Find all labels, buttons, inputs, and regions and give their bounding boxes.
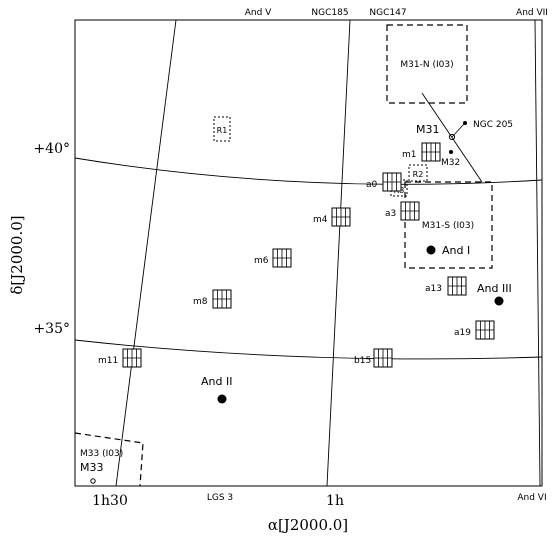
field-m6-label: m6 [254,256,269,266]
box-r1-outline [213,116,231,142]
dec-tick-40: +40° [33,141,70,157]
label-m31: M31 [416,123,440,136]
label-and-i: And I [442,244,470,257]
field-a0: a0 [366,172,402,192]
box-r1: R1 [213,116,231,142]
and-iii-dot-icon [494,296,504,306]
region-m31n-label: M31-N (I03) [400,60,453,70]
field-m8-label: m8 [193,297,208,307]
ra-line-2 [326,19,351,487]
field-a19-label: a19 [454,328,471,338]
field-a19: a19 [454,320,495,340]
field-m8: m8 [193,289,232,309]
label-m32: M32 [441,158,460,168]
field-a3: a3 [385,201,420,221]
y-axis-label: δ[J2000.0] [8,215,26,294]
label-and-ii: And II [201,375,232,388]
field-b15-label: b15 [354,356,371,366]
field-a3-label: a3 [385,209,396,219]
map-frame [74,19,543,487]
region-m31n-box [386,24,468,104]
coordinate-grid [74,19,543,487]
m31-center-icon [448,133,456,141]
label-lgs3: LGS 3 [207,493,233,503]
label-and-vi: And VI [517,493,546,503]
field-m1-label: m1 [402,150,417,160]
field-m1: m1 [402,142,441,162]
survey-fields: m1 a0 a3 m4 m6 m8 a13 a19 b15 m11 [98,142,495,368]
m33-center-icon [90,478,96,484]
m32-dot-icon [449,150,453,154]
box-r1-label: R1 [217,126,228,135]
and-i-dot-icon [426,245,436,255]
field-m6: m6 [254,248,292,268]
and-ii-dot-icon [217,394,227,404]
m31-axis-line [421,92,483,183]
dec-line-35 [74,339,543,360]
region-m33-label: M33 (I03) [80,449,123,459]
box-r2: R2 [408,164,428,182]
dec-tick-35: +35° [33,321,70,337]
field-b15: b15 [354,348,393,368]
ra-tick-1h: 1h [326,493,344,509]
region-m33: M33 (I03) [74,432,144,487]
label-and-iii: And III [477,282,512,295]
field-m4-label: m4 [313,215,328,225]
ra-line-3 [534,19,541,487]
field-m11-label: m11 [98,356,118,366]
region-m33-box [74,432,144,487]
field-m11: m11 [98,348,142,368]
box-r2-label: R2 [413,170,424,179]
field-m4: m4 [313,207,351,227]
field-a0-label: a0 [366,180,378,190]
label-ngc185: NGC185 [311,8,348,18]
region-m31s-box [404,181,493,269]
region-m31n: M31-N (I03) [386,24,468,104]
region-m31s: M31-S (I03) [404,181,493,269]
field-a13-label: a13 [425,284,442,294]
ra-line-1 [115,19,177,487]
field-a13: a13 [425,276,467,296]
x-axis-label: α[J2000.0] [268,516,348,534]
label-m33: M33 [80,461,104,474]
region-m31s-label: M31-S (I03) [422,221,474,231]
label-ngc147: NGC147 [369,8,406,18]
label-ngc205: NGC 205 [473,120,513,130]
ra-tick-1h30: 1h30 [92,493,128,509]
label-and-vii: And VII [516,8,548,18]
label-and-v: And V [245,8,272,18]
ngc205-dot-icon [463,121,467,125]
dec-line-40 [74,157,543,185]
box-r2-outline [408,164,428,182]
